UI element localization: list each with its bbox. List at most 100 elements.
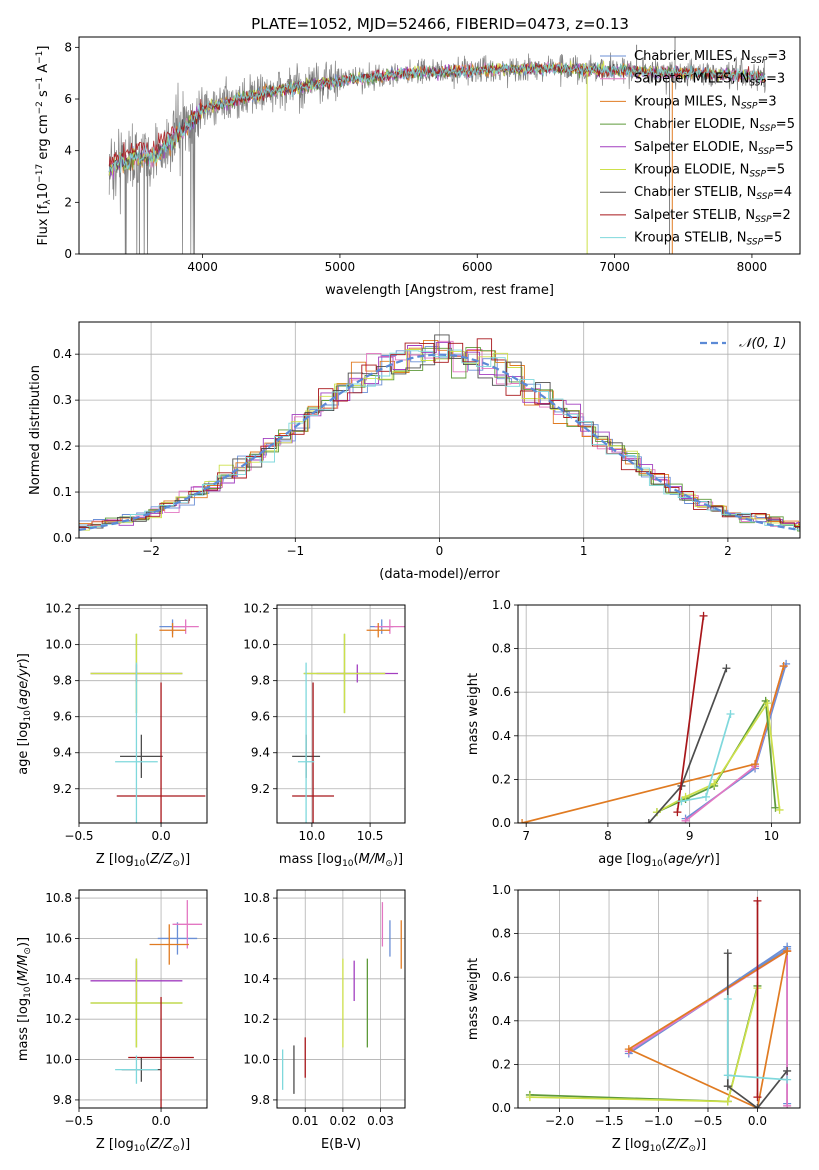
massweight-vs-age-ylabel: mass weight xyxy=(466,673,481,755)
y-tick-label: 10.8 xyxy=(243,891,270,905)
x-tick-label: 2 xyxy=(724,544,732,558)
legend-entry-part: SSP xyxy=(751,56,768,66)
mass-vs-Z-xlabel-part: Z [log xyxy=(96,1137,134,1152)
mass-weight-marker xyxy=(722,664,731,673)
mass-vs-Z-ylabel-part: )] xyxy=(16,937,31,947)
legend-entry-gaussian: 𝒩(0, 1) xyxy=(739,336,786,351)
massweight-vs-Z-xlabel-part: ⊙ xyxy=(688,1144,696,1154)
legend-entry-part: =4 xyxy=(773,185,792,200)
mass-weight-line xyxy=(529,987,759,1103)
y-tick-label: 9.4 xyxy=(251,746,270,760)
y-tick-label: 9.6 xyxy=(251,710,270,724)
legend-entry-part: SSP xyxy=(749,79,766,89)
x-tick-label: 10.0 xyxy=(299,829,326,843)
mass-vs-Z-xlabel: Z [log10(Z/Z⊙)] xyxy=(96,1137,190,1154)
x-tick-label: −1 xyxy=(286,544,304,558)
spectrum-ylabel-part: −2 xyxy=(35,101,45,114)
mass-weight-marker xyxy=(681,792,690,801)
legend-entry-part: SSP xyxy=(755,215,772,225)
massweight-vs-Z-xlabel-part: )] xyxy=(696,1137,706,1152)
spectrum-xlabel: wavelength [Angstrom, rest frame] xyxy=(325,283,554,298)
y-tick-label: 0.2 xyxy=(492,1057,511,1071)
legend-entry-part: =2 xyxy=(772,208,791,223)
legend-entry: Kroupa MILES, NSSP=3 xyxy=(634,94,777,111)
legend-entry: Salpeter ELODIE, NSSP=5 xyxy=(634,140,794,157)
x-tick-label: 0.02 xyxy=(330,1114,357,1128)
mass-weight-marker xyxy=(699,611,708,620)
age-vs-Z-xlabel-part: Z/Z xyxy=(149,852,173,867)
mass-weight-line xyxy=(627,950,788,1108)
y-tick-label: 0.4 xyxy=(53,347,72,361)
massweight-vs-age-xlabel-part: ( xyxy=(663,852,668,867)
y-tick-label: 0.3 xyxy=(53,393,72,407)
legend-entry-part: SSP xyxy=(749,170,766,180)
x-tick-label: 10.5 xyxy=(357,829,384,843)
x-tick-label: 0.0 xyxy=(152,829,171,843)
massweight-vs-Z-xlabel-part: ( xyxy=(661,1137,666,1152)
legend-entry-part: =5 xyxy=(776,117,795,132)
age-vs-Z-plot-area xyxy=(90,619,206,823)
mass-vs-Z-xlabel-part: )] xyxy=(180,1137,190,1152)
age-vs-Z-frame xyxy=(78,604,208,824)
age-vs-Z-xlabel: Z [log10(Z/Z⊙)] xyxy=(96,852,190,869)
legend-entry: Chabrier STELIB, NSSP=4 xyxy=(634,185,792,202)
residual-histogram xyxy=(79,342,800,526)
mass-weight-marker xyxy=(779,662,788,671)
mass-weight-marker xyxy=(624,1045,633,1054)
mass-weight-marker xyxy=(783,1075,792,1084)
mass-weight-marker xyxy=(753,1093,762,1102)
age-vs-Z-panel: −0.5 0.09.29.49.69.810.010.2Z [log10(Z/Z⊙… xyxy=(16,602,208,869)
mass-vs-Z-ylabel: mass [log10(M/M⊙)] xyxy=(16,937,33,1061)
y-tick-label: 10.2 xyxy=(243,602,270,616)
massweight-vs-age-plot-area xyxy=(518,611,791,823)
mass-weight-marker xyxy=(702,792,710,801)
massweight-vs-age-xlabel-part: age/yr xyxy=(668,852,711,867)
age-vs-Z-xlabel-part: ⊙ xyxy=(172,859,180,869)
x-tick-label: −0.5 xyxy=(64,1114,93,1128)
mass-vs-Z-ylabel-part: mass [log xyxy=(16,998,31,1061)
y-tick-label: 10.2 xyxy=(243,1012,270,1026)
y-tick-label: 9.8 xyxy=(53,674,72,688)
massweight-vs-age-xlabel: age [log10(age/yr)] xyxy=(598,852,720,869)
y-tick-label: 1.0 xyxy=(492,883,511,897)
mass-vs-Z-xlabel-part: Z/Z xyxy=(149,1137,173,1152)
massweight-vs-age-xlabel-part: age [log xyxy=(598,852,651,867)
y-tick-label: 10.4 xyxy=(243,972,270,986)
legend-entry-part: =3 xyxy=(766,72,785,87)
x-tick-label: −0.5 xyxy=(64,829,93,843)
mass-vs-ebv-xlabel: E(B-V) xyxy=(321,1137,361,1152)
massweight-vs-Z-xlabel-part: Z [log xyxy=(612,1137,650,1152)
x-tick-label: 9 xyxy=(686,829,694,843)
legend-entry-part: Chabrier MILES, N xyxy=(634,49,751,64)
x-tick-label: 0 xyxy=(436,544,444,558)
y-tick-label: 2 xyxy=(64,195,72,209)
mass-vs-Z-xlabel-part: ( xyxy=(145,1137,150,1152)
spectrum-plot-area xyxy=(108,37,766,254)
spectrum-ylabel-part: Flux [f xyxy=(36,204,51,245)
legend-entry-part: Kroupa MILES, N xyxy=(634,94,741,109)
x-tick-label: 8 xyxy=(604,829,612,843)
legend-entry: Kroupa STELIB, NSSP=5 xyxy=(634,231,782,248)
y-tick-label: 0.1 xyxy=(53,485,72,499)
residuals-plot-area xyxy=(79,334,800,538)
y-tick-label: 9.2 xyxy=(251,782,270,796)
model-spectrum xyxy=(108,62,766,167)
massweight-vs-Z-xlabel-part: 10 xyxy=(650,1144,662,1154)
x-tick-label: −2 xyxy=(142,544,160,558)
age-vs-Z-xlabel-part: 10 xyxy=(134,859,146,869)
legend-entry-part: =5 xyxy=(766,163,785,178)
x-tick-label: 0.0 xyxy=(152,1114,171,1128)
age-vs-Z-xlabel-part: )] xyxy=(180,852,190,867)
age-vs-mass-xlabel-part: 10 xyxy=(342,859,354,869)
mass-weight-marker xyxy=(723,1071,732,1080)
model-spectrum xyxy=(108,61,766,173)
y-tick-label: 10.0 xyxy=(45,638,72,652)
legend-entry-part: SSP xyxy=(741,101,758,111)
mass-vs-Z-panel: −0.5 0.09.810.010.210.410.610.8Z [log10(Z… xyxy=(16,889,208,1154)
massweight-vs-age-xlabel-part: )] xyxy=(710,852,720,867)
massweight-vs-age-xlabel-part: 10 xyxy=(651,859,663,869)
legend-entry-part: Chabrier STELIB, N xyxy=(634,185,756,200)
spectrum-ylabel-part: ] xyxy=(36,46,51,51)
y-tick-label: 0.0 xyxy=(53,531,72,545)
